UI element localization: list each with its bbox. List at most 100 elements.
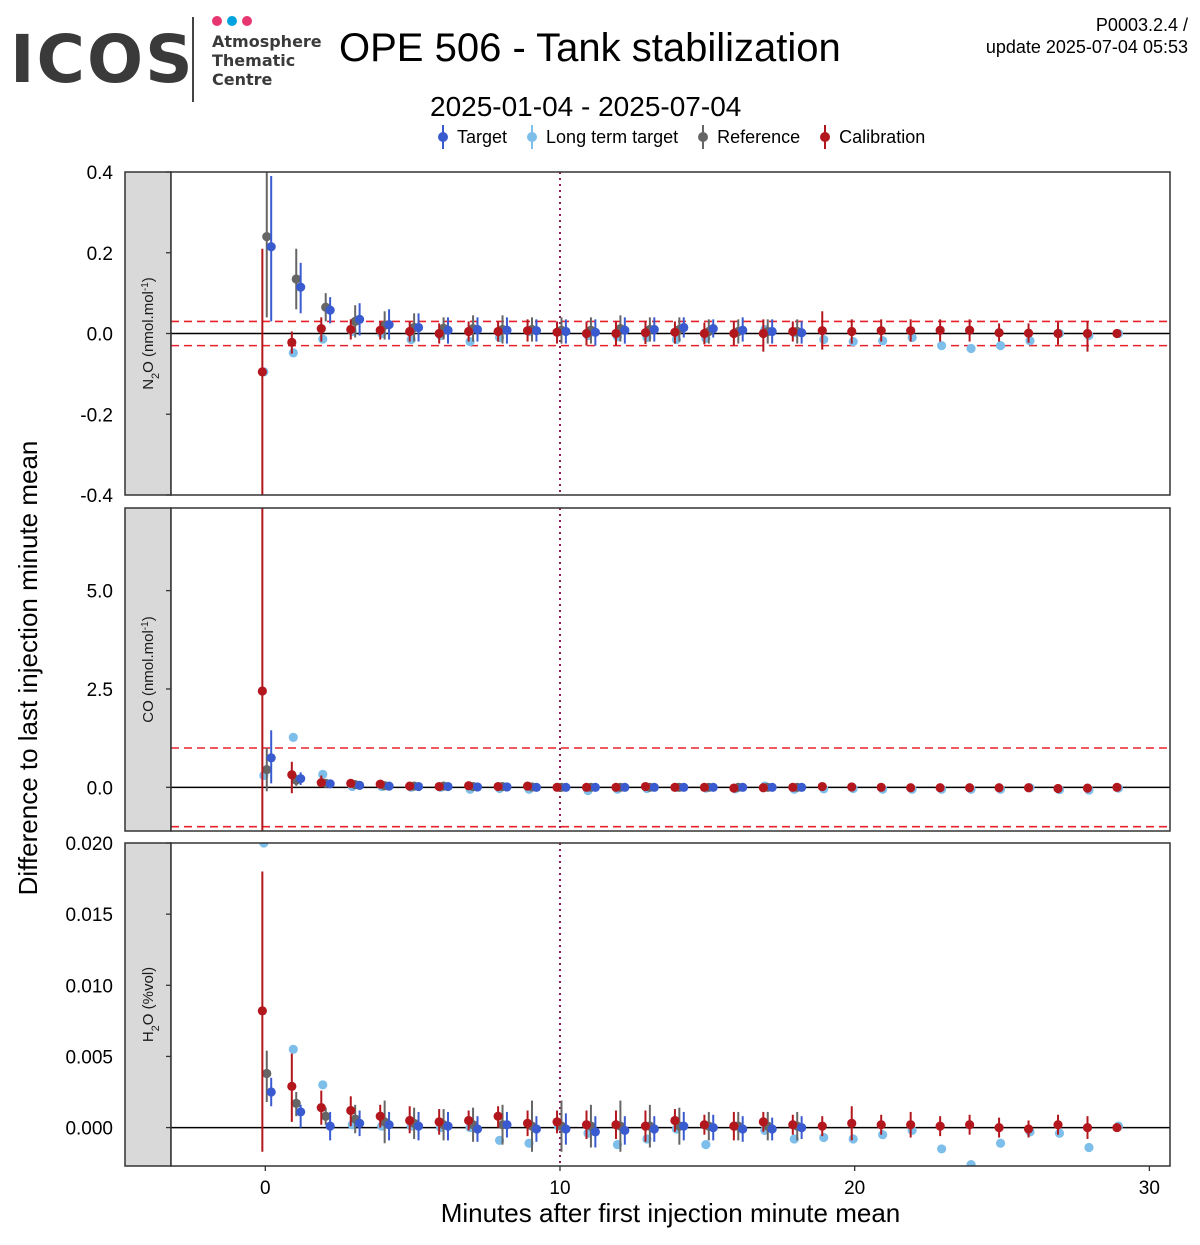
legend-key-icon [525, 124, 539, 150]
long-term-target-point [937, 1144, 947, 1154]
calibration-point [287, 770, 297, 780]
target-point [355, 780, 365, 790]
long-term-target-point [288, 348, 298, 358]
target-point [413, 1121, 424, 1131]
long-term-target-point [995, 1138, 1006, 1148]
calibration-point [257, 1006, 267, 1016]
legend: Target Long term target Reference Calibr… [436, 124, 943, 150]
target-point [620, 782, 630, 792]
target-point [620, 325, 630, 335]
panel-background [171, 843, 1170, 1166]
panel-background [171, 508, 1170, 831]
reference-point [291, 274, 301, 284]
legend-item-calibration: Calibration [818, 124, 925, 150]
reference-point [291, 1098, 301, 1108]
logo-dot [212, 16, 222, 26]
legend-key-icon [818, 124, 832, 150]
logo-divider [192, 17, 194, 102]
y-tick-label: 5.0 [87, 582, 113, 603]
x-tick-label: 20 [844, 1178, 865, 1199]
x-axis-label: Minutes after first injection minute mea… [441, 1198, 901, 1228]
calibration-point [493, 781, 503, 792]
long-term-target-point [966, 343, 976, 354]
target-point [679, 322, 689, 333]
calibration-point [464, 1115, 474, 1126]
calibration-point [758, 328, 768, 339]
calibration-point [994, 783, 1004, 793]
calibration-point [788, 1120, 798, 1130]
calibration-point [758, 1117, 768, 1127]
legend-item-long-term-target: Long term target [525, 124, 678, 150]
calibration-point [434, 328, 444, 339]
calibration-point [729, 1121, 739, 1131]
y-tick-label: 2.5 [87, 680, 113, 701]
y-tick-label: 0.010 [65, 976, 113, 997]
target-point [384, 1120, 394, 1130]
target-point [296, 1107, 306, 1117]
calibration-point [581, 1120, 592, 1130]
calibration-point [699, 1120, 709, 1130]
target-point [325, 305, 335, 315]
calibration-point [817, 326, 827, 336]
target-point [296, 282, 306, 292]
legend-label: Long term target [546, 126, 679, 147]
calibration-point [729, 328, 739, 339]
calibration-point [640, 1121, 651, 1131]
target-point [355, 1118, 365, 1128]
target-point [738, 1124, 748, 1134]
strip-label: N2O (nmol.mol-1) [140, 277, 163, 390]
long-term-target-point [701, 1140, 711, 1150]
calibration-point [287, 1081, 297, 1091]
target-point [443, 325, 453, 335]
long-term-target-point [878, 1130, 888, 1140]
version-info: P0003.2.4 / update 2025-07-04 05:53 [986, 14, 1188, 58]
target-point [296, 774, 306, 784]
target-point [502, 325, 512, 335]
calibration-point [935, 783, 945, 793]
long-term-target-point [1025, 336, 1035, 346]
calibration-point [935, 1121, 945, 1131]
target-point [797, 782, 807, 792]
calibration-point [1023, 783, 1034, 793]
y-tick-label: 0.4 [87, 163, 114, 184]
y-tick-label: 0.0 [87, 778, 113, 799]
calibration-point [581, 782, 592, 792]
calibration-point [788, 782, 798, 792]
calibration-point [876, 782, 886, 792]
long-term-target-point [819, 1132, 829, 1143]
target-point [472, 1124, 483, 1134]
calibration-point [1023, 328, 1034, 338]
target-point [266, 242, 276, 252]
y-tick-label: 0.0 [87, 325, 113, 346]
update-line: update 2025-07-04 05:53 [985, 37, 1188, 57]
calibration-point [434, 781, 444, 792]
calibration-point [965, 325, 975, 335]
date-range: 2025-01-04 - 2025-07-04 [430, 91, 742, 122]
long-term-target-point [819, 334, 829, 345]
calibration-point [1053, 1120, 1063, 1130]
calibration-point [611, 328, 621, 339]
calibration-point [552, 327, 562, 337]
legend-key-icon [436, 124, 450, 150]
target-point [708, 782, 718, 792]
calibration-point [257, 686, 267, 696]
calibration-point [699, 328, 709, 339]
target-point [767, 1124, 777, 1134]
calibration-point [316, 1103, 326, 1113]
legend-label: Reference [717, 126, 801, 147]
panel-strip [124, 507, 172, 832]
calibration-point [670, 327, 680, 337]
target-point [738, 782, 748, 792]
logo-subtitle-line: Centre [212, 70, 273, 89]
long-term-target-point [318, 769, 328, 779]
calibration-point [552, 1117, 562, 1127]
target-point [355, 314, 365, 324]
calibration-point [1082, 783, 1093, 793]
target-point [649, 324, 659, 335]
calibration-point [493, 1111, 503, 1121]
logo-dot [227, 16, 237, 26]
calibration-point [847, 782, 857, 792]
long-term-target-point [1084, 1142, 1094, 1153]
panel-border [170, 842, 1171, 1167]
